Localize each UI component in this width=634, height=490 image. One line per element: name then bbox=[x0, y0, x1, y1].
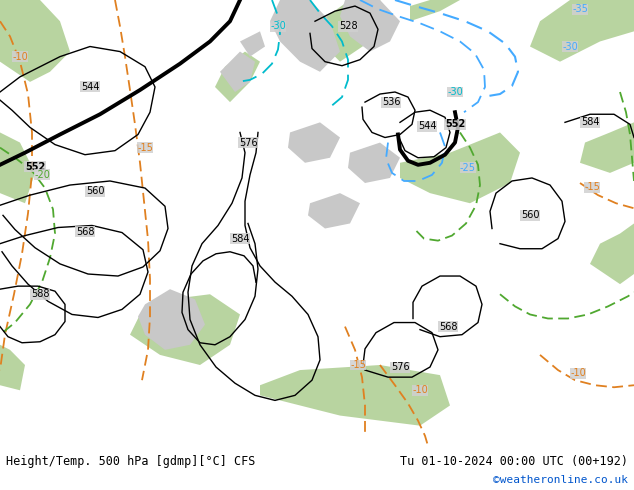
Polygon shape bbox=[130, 294, 240, 365]
Text: 528: 528 bbox=[339, 21, 358, 31]
Polygon shape bbox=[348, 143, 400, 183]
Text: Height/Temp. 500 hPa [gdmp][°C] CFS: Height/Temp. 500 hPa [gdmp][°C] CFS bbox=[6, 455, 256, 468]
Polygon shape bbox=[270, 0, 340, 72]
Polygon shape bbox=[138, 289, 205, 350]
Text: Tu 01-10-2024 00:00 UTC (00+192): Tu 01-10-2024 00:00 UTC (00+192) bbox=[400, 455, 628, 468]
Text: 560: 560 bbox=[521, 210, 540, 221]
Text: 568: 568 bbox=[75, 226, 94, 237]
Text: 568: 568 bbox=[439, 321, 457, 332]
Text: -10: -10 bbox=[570, 368, 586, 378]
Text: 544: 544 bbox=[418, 122, 436, 131]
Text: 584: 584 bbox=[581, 117, 599, 127]
Polygon shape bbox=[240, 31, 265, 57]
Polygon shape bbox=[260, 365, 450, 426]
Polygon shape bbox=[0, 132, 35, 203]
Polygon shape bbox=[580, 122, 634, 173]
Text: 588: 588 bbox=[31, 289, 49, 299]
Text: -10: -10 bbox=[412, 385, 428, 395]
Text: 576: 576 bbox=[238, 138, 257, 147]
Polygon shape bbox=[530, 0, 634, 62]
Polygon shape bbox=[400, 132, 520, 203]
Text: 576: 576 bbox=[391, 362, 410, 372]
Text: -15: -15 bbox=[137, 143, 153, 152]
Polygon shape bbox=[0, 0, 70, 82]
Text: -15: -15 bbox=[584, 182, 600, 192]
Text: -30: -30 bbox=[270, 21, 286, 31]
Text: ©weatheronline.co.uk: ©weatheronline.co.uk bbox=[493, 475, 628, 485]
Text: -15: -15 bbox=[350, 360, 366, 370]
Text: -30: -30 bbox=[447, 87, 463, 97]
Polygon shape bbox=[288, 122, 340, 163]
Text: -25: -25 bbox=[460, 163, 476, 173]
Text: 584: 584 bbox=[231, 234, 249, 244]
Text: 536: 536 bbox=[382, 97, 400, 107]
Polygon shape bbox=[308, 193, 360, 228]
Text: 552: 552 bbox=[25, 162, 45, 172]
Text: -35: -35 bbox=[572, 4, 588, 14]
Text: -10: -10 bbox=[12, 51, 28, 62]
Polygon shape bbox=[320, 0, 390, 62]
Text: 544: 544 bbox=[81, 82, 100, 92]
Polygon shape bbox=[340, 0, 400, 51]
Polygon shape bbox=[410, 0, 460, 21]
Text: 552: 552 bbox=[445, 120, 465, 129]
Polygon shape bbox=[215, 51, 260, 102]
Polygon shape bbox=[220, 51, 255, 92]
Polygon shape bbox=[0, 345, 25, 391]
Text: 560: 560 bbox=[86, 186, 104, 196]
Text: -30: -30 bbox=[562, 42, 578, 51]
Polygon shape bbox=[590, 223, 634, 284]
Text: -20: -20 bbox=[34, 170, 50, 180]
